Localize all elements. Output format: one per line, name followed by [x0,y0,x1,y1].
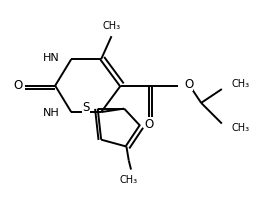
Text: CH₃: CH₃ [102,21,121,31]
Text: CH₃: CH₃ [231,79,249,89]
Text: CH₃: CH₃ [120,175,138,185]
Text: O: O [14,79,23,92]
Text: HN: HN [43,53,60,63]
Text: CH₃: CH₃ [231,123,249,133]
Text: NH: NH [43,108,60,118]
Text: S: S [82,101,90,114]
Text: O: O [145,118,154,131]
Text: O: O [184,78,193,91]
